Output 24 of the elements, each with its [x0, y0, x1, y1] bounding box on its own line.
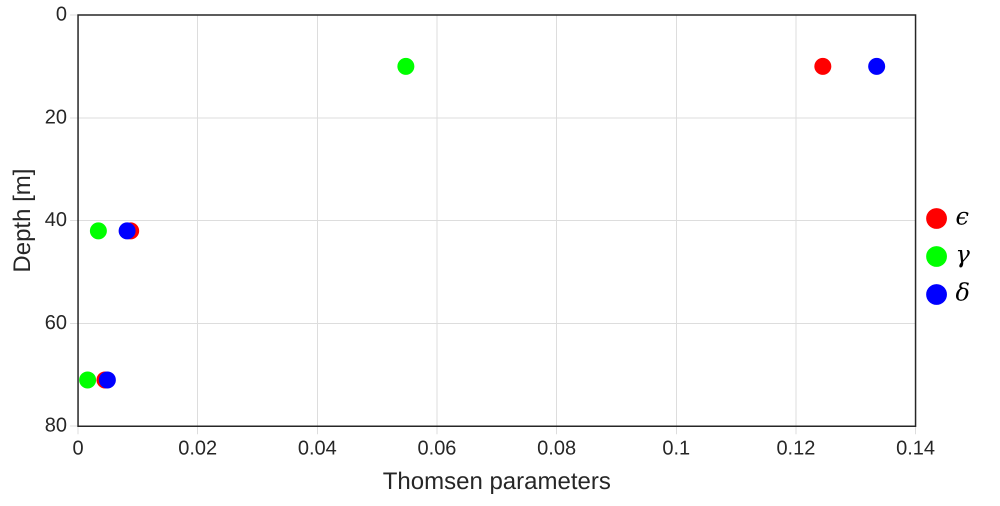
point [814, 58, 832, 75]
point [79, 371, 96, 388]
y-tick-label: 0 [56, 4, 68, 26]
y-tick-label: 20 [44, 106, 68, 128]
legend-label: δ [956, 278, 970, 307]
x-tick-label: 0.02 [178, 438, 218, 460]
x-tick-label: 0.04 [298, 438, 337, 460]
legend-label: ϵ [956, 202, 970, 231]
y-tick-label: 80 [44, 414, 68, 437]
x-tick-label: 0.1 [662, 438, 690, 460]
x-tick-label: 0.08 [537, 438, 576, 460]
x-tick-label: 0.12 [776, 438, 816, 460]
y-tick-label: 60 [44, 312, 68, 334]
point [868, 58, 886, 75]
legend-label: γ [956, 240, 971, 269]
x-tick-label: 0.14 [896, 438, 936, 460]
point [90, 222, 107, 240]
x-axis-title: Thomsen parameters [382, 468, 611, 496]
y-tick-label: 40 [44, 209, 68, 232]
point [118, 222, 136, 240]
point [397, 58, 414, 75]
y-axis-title: Depth [m] [9, 168, 36, 273]
x-tick-label: 0 [72, 438, 84, 460]
x-tick-label: 0.06 [418, 438, 456, 460]
